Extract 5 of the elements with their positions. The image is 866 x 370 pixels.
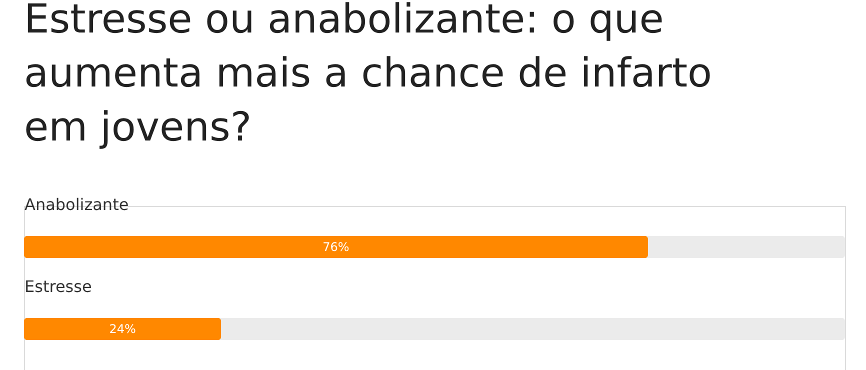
y-tick-label: Anabolizante xyxy=(24,195,129,214)
data-label: 24% xyxy=(109,322,136,336)
data-label: 76% xyxy=(322,240,350,254)
y-tick-label: Estresse xyxy=(24,277,92,296)
chart-title: Estresse ou anabolizante: o que aumenta mais a chance de infarto em jovens? xyxy=(24,0,712,150)
